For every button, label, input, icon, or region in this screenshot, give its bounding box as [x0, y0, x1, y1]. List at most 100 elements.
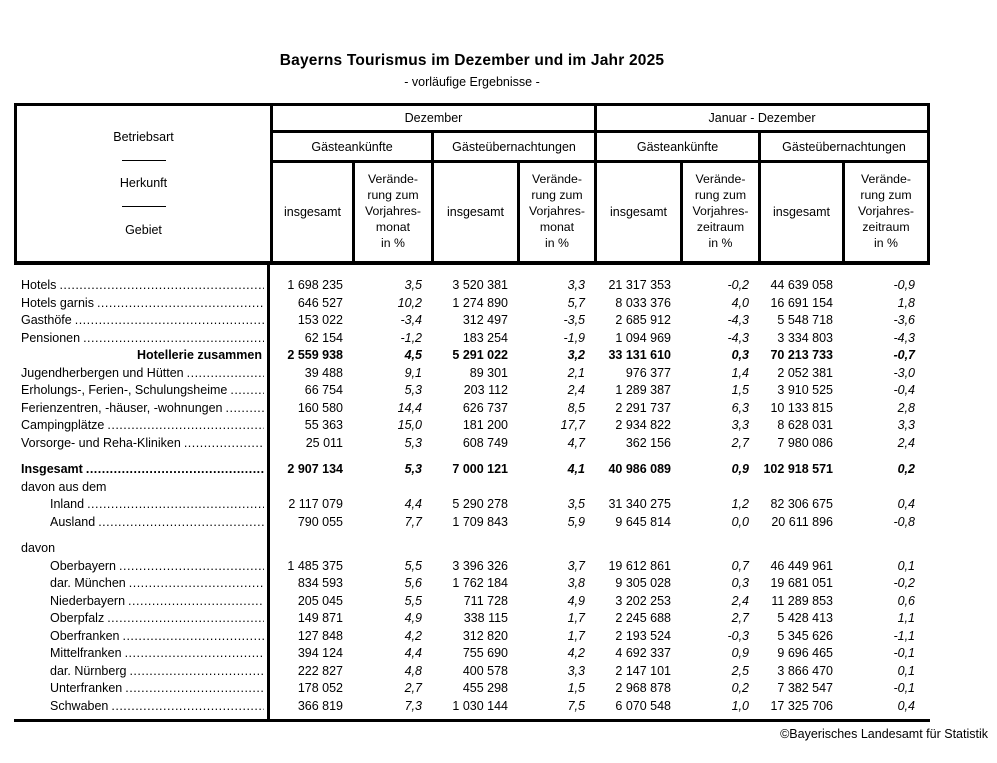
row-label: Erholungs-, Ferien-, Schulungsheime	[14, 382, 267, 400]
cell-total: 89 301	[469, 365, 508, 380]
row-label-text: davon aus dem	[21, 479, 107, 494]
row-label: Ferienzentren, -häuser, -wohnungen	[14, 400, 267, 418]
stub-header: Betriebsart Herkunft Gebiet	[17, 106, 273, 261]
row-label-cell: Oberpfalz	[14, 610, 270, 628]
table-spacer-row	[14, 715, 930, 719]
cell-change-percent: -1,2	[400, 330, 422, 345]
table-row: Niederbayern 205 045 5,5 711 728 4,9 3 202 25…	[14, 592, 930, 611]
cell-change-percent: 0,2	[897, 462, 915, 476]
row-label-text: Unterfranken	[50, 681, 123, 695]
stub-line-herkunft: Herkunft	[119, 176, 168, 191]
cell-total: 2 968 878	[615, 681, 671, 695]
dot-leader	[98, 514, 264, 532]
row-label-text: Ferienzentren, -häuser, -wohnungen	[21, 400, 223, 415]
row-label: Hotels garnis	[14, 295, 267, 313]
table-row: Hotellerie zusammen 2 559 938 4,5 5 291 022…	[14, 347, 930, 365]
cell-total: 62 154	[304, 330, 343, 345]
cell-total: 31 340 275	[608, 497, 671, 511]
cell-total: 5 345 626	[777, 628, 833, 643]
row-label-text: Pensionen	[21, 330, 81, 345]
cell-change-percent: -0,7	[893, 348, 915, 362]
cell-total: 9 305 028	[615, 576, 671, 590]
cell-change-percent: 1,5	[731, 383, 749, 397]
cell-change-percent: -1,1	[893, 628, 915, 643]
dot-leader	[107, 417, 264, 435]
cell-change-percent: 3,5	[567, 497, 585, 511]
table-row: davon	[14, 540, 930, 558]
cell-change-percent: 2,7	[731, 611, 749, 625]
row-label: Oberpfalz	[14, 610, 267, 628]
cell-total: 10 133 815	[770, 400, 833, 415]
cell-change-percent: 10,2	[397, 295, 422, 310]
spacer-stub	[14, 265, 270, 277]
cell-change-percent: 0,1	[897, 663, 915, 678]
cell-change-percent: -0,9	[893, 278, 915, 292]
row-label-cell: Schwaben	[14, 697, 270, 716]
cell-change-percent: -0,2	[727, 278, 749, 292]
cell-change-percent: 2,4	[567, 383, 585, 397]
cell-change-percent: 1,0	[731, 698, 749, 713]
row-label: Oberfranken	[14, 628, 267, 646]
col-leaf-insgesamt: insgesamt	[273, 163, 355, 261]
cell-total: 3 396 326	[452, 558, 508, 573]
cell-change-percent: 2,4	[897, 435, 915, 450]
col-leaf-insgesamt: insgesamt	[597, 163, 683, 261]
cell-change-percent: 3,3	[897, 418, 915, 432]
cell-change-percent: 1,7	[567, 628, 585, 643]
dot-leader	[128, 593, 264, 611]
cell-total: 181 200	[462, 418, 508, 432]
table-row: davon aus dem	[14, 478, 930, 497]
row-label-text: Hotels garnis	[21, 295, 94, 310]
cell-total: 2 934 822	[615, 418, 671, 432]
table-row: Schwaben 366 819 7,3 1 030 144 7,5 6 070 548 1…	[14, 697, 930, 716]
cell-change-percent: -4,3	[893, 330, 915, 345]
row-label-cell: Oberbayern	[14, 557, 270, 575]
spacer-stub	[14, 452, 270, 461]
row-label-cell: davon aus dem	[14, 478, 270, 496]
cell-change-percent: 3,3	[567, 278, 585, 292]
cell-change-percent: 2,7	[404, 681, 422, 695]
col-group-januar-dezember: Januar - Dezember	[597, 106, 927, 133]
cell-change-percent: 1,8	[897, 295, 915, 310]
row-label-cell: davon	[14, 540, 270, 558]
row-label-cell: Pensionen	[14, 329, 270, 348]
row-label-cell: Ausland	[14, 513, 270, 532]
cell-total	[431, 479, 517, 497]
cell-total	[758, 540, 842, 558]
row-label-text: Hotels	[21, 278, 57, 292]
row-label: dar. München	[14, 575, 267, 593]
cell-change-percent	[680, 540, 758, 558]
cell-change-percent: 2,5	[731, 663, 749, 678]
cell-change-percent: -0,4	[893, 383, 915, 397]
table-row: dar. Nürnberg 222 827 4,8 400 578 3,3 2 147 1…	[14, 662, 930, 680]
row-label-cell: Ferienzentren, -häuser, -wohnungen	[14, 399, 270, 418]
cell-change-percent: 4,9	[404, 611, 422, 625]
table-spacer-row	[14, 265, 930, 277]
cell-total: 5 290 278	[452, 497, 508, 511]
cell-total: 2 291 737	[615, 400, 671, 415]
dot-leader	[97, 295, 264, 313]
table-row: Oberbayern 1 485 375 5,5 3 396 326 3,7 19 612…	[14, 557, 930, 575]
cell-total: 46 449 961	[770, 558, 833, 573]
page-title: Bayerns Tourismus im Dezember und im Jah…	[279, 52, 665, 69]
row-label: Schwaben	[14, 698, 267, 716]
cell-change-percent: -0,8	[893, 514, 915, 529]
cell-change-percent: -4,3	[727, 313, 749, 327]
cell-change-percent: 0,3	[731, 348, 749, 362]
cell-total: 3 520 381	[452, 278, 508, 292]
cell-total: 40 986 089	[608, 462, 671, 476]
cell-total: 400 578	[462, 663, 508, 678]
dot-leader	[83, 330, 264, 348]
cell-total: 160 580	[297, 400, 343, 415]
cell-total: 16 691 154	[770, 295, 833, 310]
cell-change-percent: 3,5	[404, 278, 422, 292]
row-label-cell: Hotels	[14, 277, 270, 295]
row-label-text: Campingplätze	[21, 418, 105, 432]
cell-change-percent: 1,1	[897, 611, 915, 625]
cell-change-percent: 17,7	[560, 418, 585, 432]
row-label-text: Oberbayern	[50, 558, 117, 573]
cell-total	[270, 479, 352, 497]
row-label: Ausland	[14, 514, 267, 532]
col-group-dezember: Dezember	[273, 106, 597, 133]
row-label-cell: Insgesamt	[14, 461, 270, 479]
